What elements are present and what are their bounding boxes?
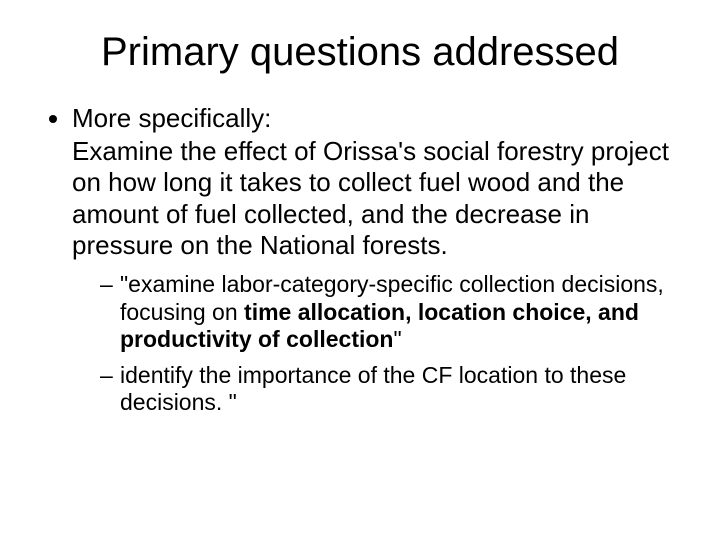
bullet-item-1: More specifically: Examine the effect of…	[72, 103, 680, 417]
sub-bullet-list: "examine labor-category-specific collect…	[72, 271, 680, 417]
sub-bullet-1: "examine labor-category-specific collect…	[100, 271, 680, 354]
slide-title: Primary questions addressed	[40, 30, 680, 75]
bullet-lead: More specifically:	[72, 103, 271, 133]
sub-1-post: "	[393, 326, 401, 352]
bullet-body: Examine the effect of Orissa's social fo…	[72, 136, 680, 261]
sub-2-text: identify the importance of the CF locati…	[120, 362, 626, 416]
bullet-list: More specifically: Examine the effect of…	[40, 103, 680, 417]
slide: Primary questions addressed More specifi…	[0, 0, 720, 540]
sub-bullet-2: identify the importance of the CF locati…	[100, 362, 680, 417]
